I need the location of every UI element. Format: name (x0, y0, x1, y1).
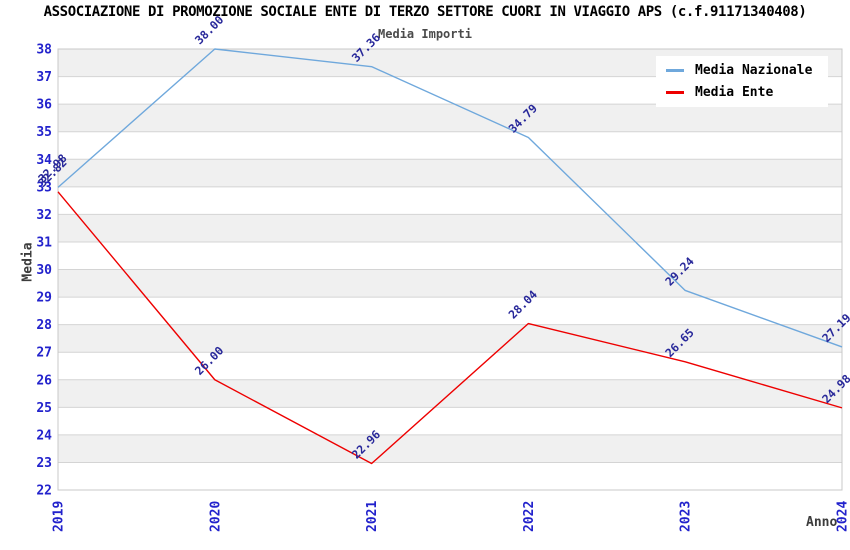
svg-text:2020: 2020 (208, 501, 223, 532)
x-tick-labels: 2019 2020 2021 2022 2023 2024 (52, 501, 850, 532)
svg-text:23: 23 (36, 456, 52, 471)
chart-subtitle: Media Importi (378, 27, 472, 41)
y-tick-labels: 22 23 24 25 26 27 28 29 30 31 32 33 34 35 36 37 38 (36, 43, 52, 499)
svg-text:27: 27 (36, 346, 52, 361)
x-axis-title: Anno (806, 515, 838, 530)
svg-text:36: 36 (36, 98, 52, 113)
gridlines (58, 48, 842, 491)
page-title: ASSOCIAZIONE DI PROMOZIONE SOCIALE ENTE … (43, 4, 807, 20)
svg-text:25: 25 (36, 401, 52, 416)
svg-text:26: 26 (36, 373, 52, 388)
svg-text:35: 35 (36, 125, 52, 140)
svg-text:38: 38 (36, 43, 52, 58)
svg-text:31: 31 (36, 235, 52, 250)
y-axis-title: Media (20, 242, 36, 282)
svg-text:2024: 2024 (836, 501, 850, 532)
chart-legend: Media Nazionale Media Ente (656, 56, 828, 107)
plot-border (57, 48, 843, 491)
svg-text:24: 24 (36, 428, 52, 443)
svg-text:37: 37 (36, 70, 52, 85)
svg-text:33: 33 (36, 180, 52, 195)
legend-label: Media Ente (695, 85, 774, 100)
svg-text:22: 22 (36, 484, 52, 499)
media-ente-line-swatch (666, 91, 684, 94)
value-label: 38.00 (192, 13, 226, 47)
svg-text:2022: 2022 (522, 501, 537, 532)
legend-item-media-nazionale: Media Nazionale (666, 63, 828, 78)
svg-text:2021: 2021 (365, 501, 380, 532)
media-nazionale-line-swatch (666, 69, 684, 72)
series-line-media-ente (57, 191, 843, 465)
legend-item-media-ente: Media Ente (666, 85, 828, 100)
svg-text:29: 29 (36, 291, 52, 306)
svg-text:2019: 2019 (52, 501, 67, 532)
series-line-media-nazionale (57, 48, 843, 348)
svg-text:28: 28 (36, 318, 52, 333)
plot-bands (58, 49, 842, 463)
legend-label: Media Nazionale (695, 63, 813, 78)
svg-text:30: 30 (36, 263, 52, 278)
svg-text:32: 32 (36, 208, 52, 223)
svg-text:2023: 2023 (679, 501, 694, 532)
svg-text:34: 34 (36, 153, 52, 168)
